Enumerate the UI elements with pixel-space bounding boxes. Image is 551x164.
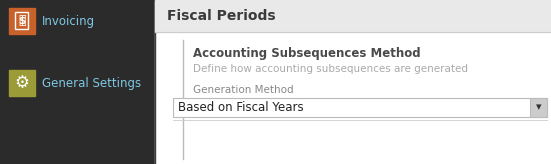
Bar bbox=[530, 98, 547, 117]
Text: :  bbox=[18, 14, 26, 28]
Text: ▾: ▾ bbox=[536, 102, 541, 113]
Text: Define how accounting subsequences are generated: Define how accounting subsequences are g… bbox=[193, 64, 468, 74]
Bar bbox=[9, 8, 35, 34]
Text: Accounting Subsequences Method: Accounting Subsequences Method bbox=[193, 48, 420, 61]
Bar bbox=[173, 98, 547, 117]
Bar bbox=[9, 70, 35, 96]
Text: Fiscal Periods: Fiscal Periods bbox=[167, 9, 276, 23]
Text: Invoicing: Invoicing bbox=[42, 14, 95, 28]
Text: ⚙: ⚙ bbox=[14, 74, 29, 92]
Text: Based on Fiscal Years: Based on Fiscal Years bbox=[178, 101, 304, 114]
Bar bbox=[0, 0, 155, 164]
Text: Generation Method: Generation Method bbox=[193, 85, 294, 95]
Text: General Settings: General Settings bbox=[42, 76, 141, 90]
Bar bbox=[155, 0, 551, 164]
Text: $: $ bbox=[18, 16, 25, 26]
Bar bbox=[155, 0, 551, 32]
